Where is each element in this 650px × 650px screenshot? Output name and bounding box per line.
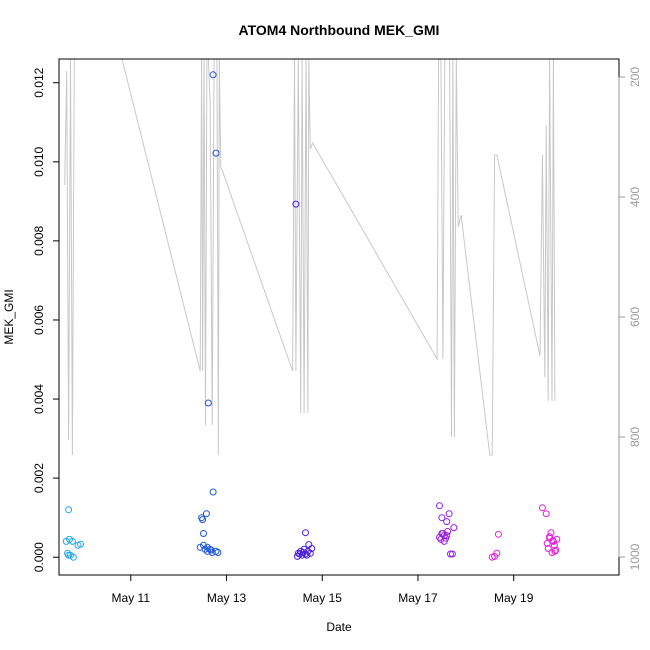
scatter-point <box>494 530 502 538</box>
scatter-point <box>209 488 217 496</box>
plot-area <box>62 59 561 561</box>
y-tick-label: 0.006 <box>32 305 46 335</box>
scatter-point <box>302 529 309 537</box>
y-tick-label: 0.004 <box>32 384 46 414</box>
y2-tick-label: 800 <box>628 427 642 447</box>
scatter-point <box>200 541 207 549</box>
scatter-point <box>300 545 308 553</box>
scatter-point <box>447 550 454 558</box>
scatter-point <box>214 549 222 556</box>
scatter-point <box>212 547 220 555</box>
x-axis: May 11 May 13 May 15 May 17 May 19 <box>112 574 534 605</box>
scatter-point <box>303 551 311 559</box>
scatter-point <box>552 546 560 554</box>
scatter-point <box>65 506 73 514</box>
y2-tick-label: 600 <box>628 307 642 327</box>
scatter-point <box>538 504 546 512</box>
plot-frame <box>58 58 620 576</box>
scatter-point <box>292 200 300 208</box>
x-tick-label: May 11 <box>112 591 151 605</box>
scatter-point <box>65 551 73 559</box>
scatter-point <box>553 535 561 543</box>
scatter-point <box>199 516 207 524</box>
scatter-point <box>293 552 301 560</box>
scatter-point <box>445 510 453 518</box>
scatter-point <box>306 549 314 557</box>
y2-tick-label: 200 <box>628 67 642 87</box>
scatter-point <box>544 545 552 552</box>
y2-tick-label: 1000 <box>628 543 642 570</box>
y-tick-label: 0.010 <box>32 146 46 176</box>
scatter-point <box>436 502 443 510</box>
y-tick-label: 0.002 <box>32 463 46 493</box>
y2-axis: 200 400 600 800 1000 <box>618 67 642 570</box>
y-tick-label: 0.008 <box>32 226 46 256</box>
scatter-point <box>551 547 559 555</box>
scatter-point <box>202 510 210 518</box>
scatter-point <box>547 529 555 537</box>
x-tick-label: May 19 <box>494 591 534 605</box>
y-axis-label: MEK_GMI <box>2 289 16 344</box>
scatter-point <box>542 510 550 518</box>
y-tick-label: 0.012 <box>32 67 46 97</box>
scatter-point <box>207 546 215 554</box>
scatter-point <box>438 514 446 522</box>
scatter-point <box>440 532 448 539</box>
line-series <box>64 59 556 456</box>
scatter-point <box>448 550 456 558</box>
scatter-point <box>200 530 207 537</box>
scatter-point <box>437 535 445 543</box>
scatter-point <box>443 518 451 526</box>
x-tick-label: May 17 <box>398 591 438 605</box>
scatter-point <box>68 537 76 545</box>
x-axis-label: Date <box>326 620 352 634</box>
x-tick-label: May 15 <box>303 591 343 605</box>
scatter-point <box>549 537 557 545</box>
y-tick-label: 0.000 <box>32 542 46 572</box>
y2-tick-label: 400 <box>628 187 642 207</box>
scatter-point <box>296 550 304 558</box>
scatter-point <box>209 71 217 79</box>
scatter-point <box>546 533 554 541</box>
scatter-point <box>204 399 212 407</box>
scatter-point <box>77 540 84 548</box>
scatter-point <box>493 549 501 557</box>
x-tick-label: May 13 <box>207 591 247 605</box>
scatter-point <box>212 149 220 157</box>
chart-title: ATOM4 Northbound MEK_GMI <box>239 22 440 38</box>
scatter-point <box>450 524 458 532</box>
y-axis: 0.000 0.002 0.004 0.006 0.008 0.010 0.012 <box>32 67 60 572</box>
